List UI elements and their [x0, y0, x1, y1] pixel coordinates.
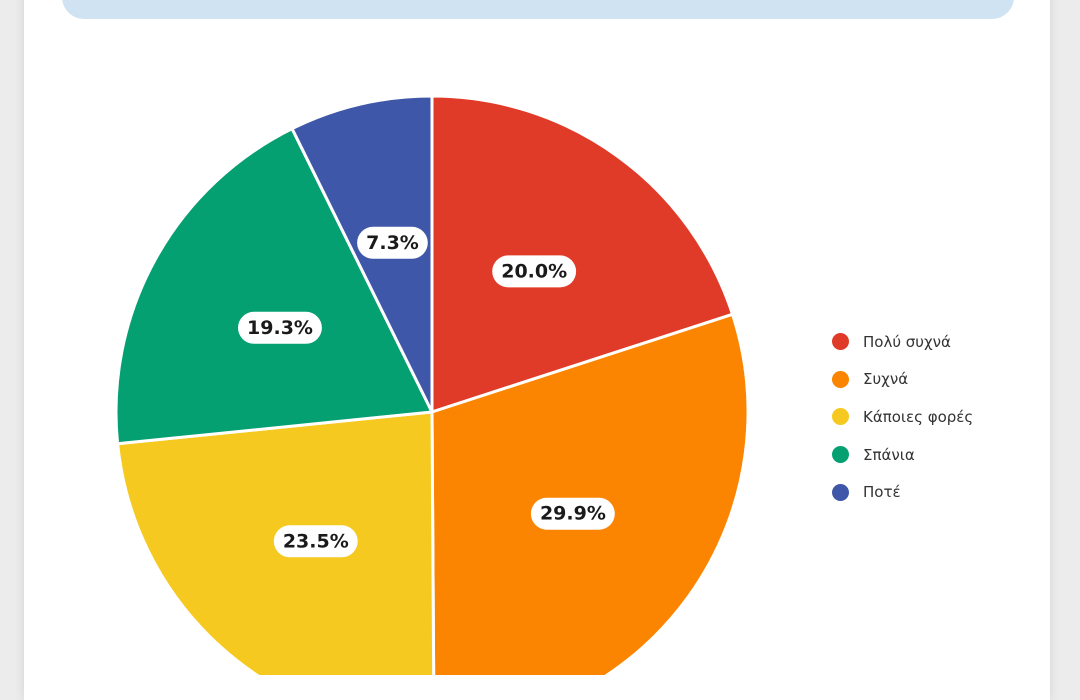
slice-value-text: 23.5% [283, 530, 349, 552]
legend-item-5[interactable]: Ποτέ [832, 473, 973, 511]
slice-2[interactable] [430, 312, 750, 675]
legend-swatch-icon [832, 333, 849, 351]
legend-item-3[interactable]: Κάποιες φορές [832, 398, 973, 436]
legend-label: Σπάνια [863, 445, 915, 464]
slice-value-text: 19.3% [247, 317, 313, 339]
pie-labels: 20.0% 29.9% 23.5% 19.3% 7.3% [238, 226, 615, 558]
slice-label-5: 7.3% [357, 226, 428, 259]
slice-4[interactable] [114, 127, 434, 446]
legend-item-1[interactable]: Πολύ συχνά [832, 323, 973, 361]
legend-label: Κάποιες φορές [863, 407, 974, 426]
legend-swatch-icon [832, 446, 849, 464]
slice-value-text: 20.0% [501, 260, 567, 282]
slice-label-3: 23.5% [273, 525, 358, 558]
legend-swatch-icon [832, 483, 849, 501]
slice-value-text: 7.3% [366, 232, 419, 254]
legend-swatch-icon [832, 370, 849, 388]
slice-label-background [530, 497, 615, 530]
slice-value-text: 29.9% [540, 503, 606, 525]
slice-label-background [492, 255, 577, 288]
chart-legend: Πολύ συχνά Συχνά Κάποιες φορές Σπάνια Ποτέ [832, 323, 973, 511]
legend-item-2[interactable]: Συχνά [832, 361, 973, 399]
pie-chart: 20.0% 29.9% 23.5% 19.3% 7.3% [114, 94, 750, 675]
slice-label-4: 19.3% [238, 311, 322, 344]
pie-slices [114, 94, 750, 675]
slice-label-background [238, 311, 322, 344]
slice-label-2: 29.9% [530, 497, 615, 530]
header-banner [62, 0, 1014, 19]
legend-label: Πολύ συχνά [863, 332, 951, 351]
slice-label-background [273, 525, 358, 558]
legend-label: Συχνά [863, 370, 909, 389]
legend-label: Ποτέ [863, 483, 901, 502]
slice-label-1: 20.0% [492, 255, 577, 288]
slice-label-background [357, 226, 428, 259]
legend-item-4[interactable]: Σπάνια [832, 436, 973, 474]
slice-1[interactable] [430, 94, 735, 414]
legend-swatch-icon [832, 408, 849, 426]
